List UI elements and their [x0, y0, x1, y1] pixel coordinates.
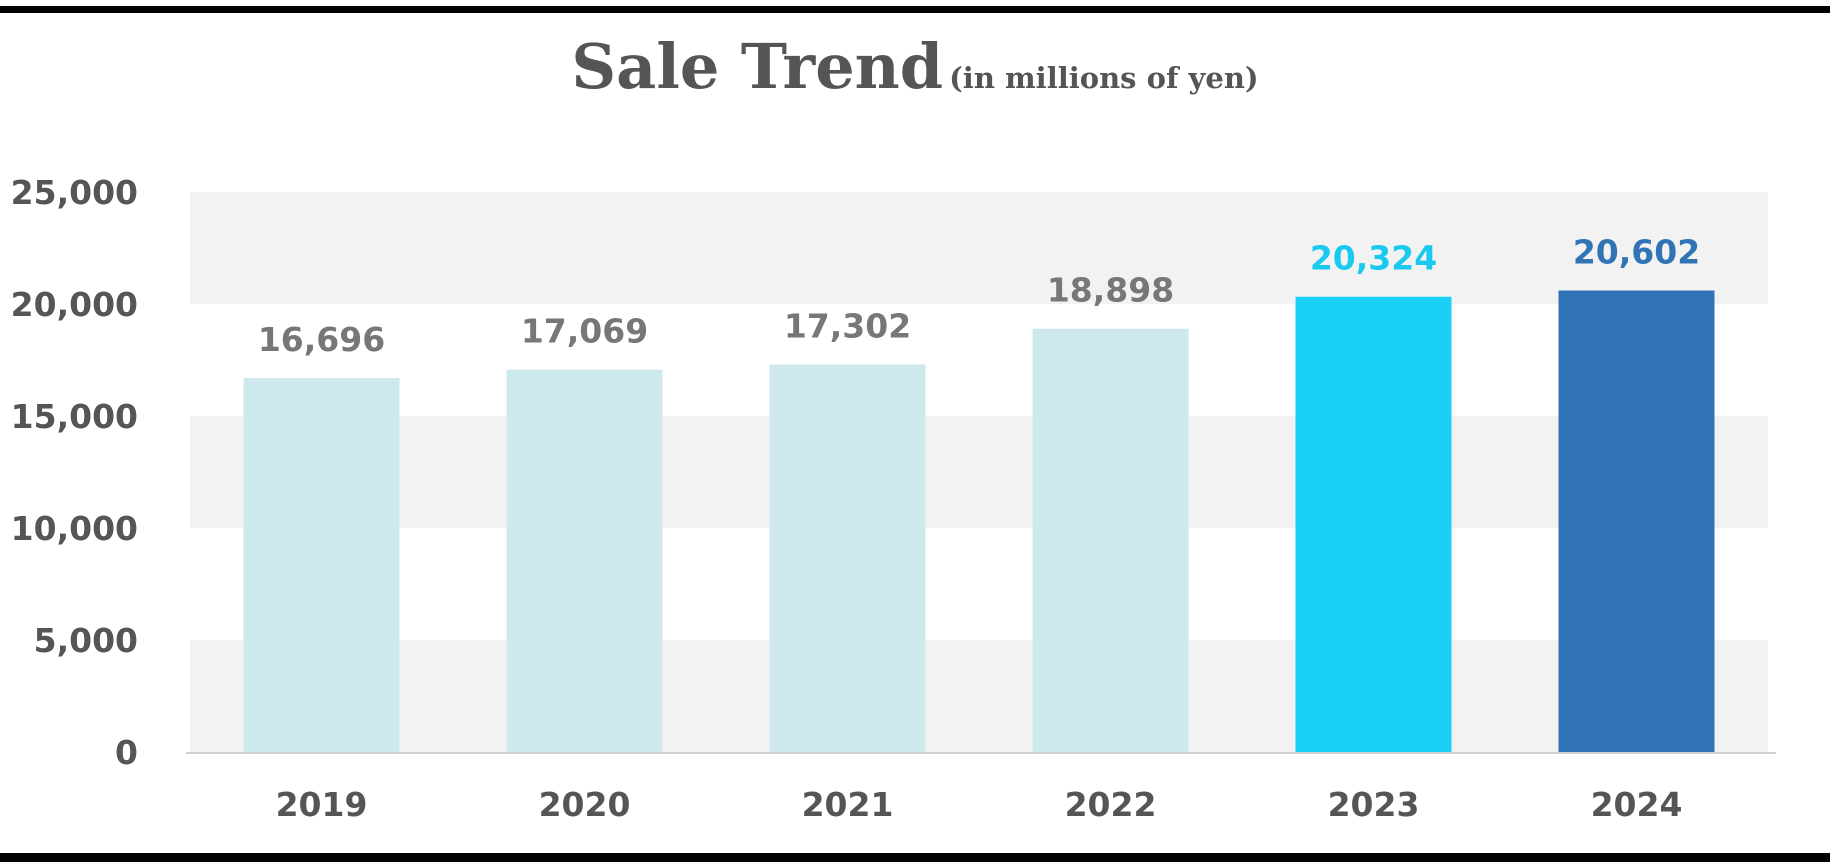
top-border-rule [0, 6, 1830, 13]
x-tick-label-2024: 2024 [1591, 785, 1683, 824]
y-tick-label: 15,000 [11, 397, 138, 436]
chart-title-main: Sale Trend [571, 30, 944, 103]
y-tick-label: 10,000 [11, 509, 138, 548]
bar-2021 [769, 364, 926, 752]
bars-group [243, 290, 1715, 752]
bar-2019 [243, 378, 400, 752]
bar-2023 [1295, 296, 1452, 752]
data-label-2023: 20,324 [1310, 239, 1437, 278]
x-axis-categories: 2019 2020 2021 2022 2023 2024 [276, 785, 1683, 824]
x-tick-label-2021: 2021 [802, 785, 894, 824]
x-tick-label-2019: 2019 [276, 785, 368, 824]
data-label-2022: 18,898 [1047, 271, 1174, 310]
y-tick-label: 20,000 [11, 285, 138, 324]
x-tick-label-2023: 2023 [1328, 785, 1420, 824]
y-axis-ticks: 0 5,000 10,000 15,000 20,000 25,000 [11, 173, 138, 772]
data-label-2021: 17,302 [784, 306, 911, 345]
y-tick-label: 25,000 [11, 173, 138, 212]
y-tick-label: 0 [115, 733, 138, 772]
bar-2024 [1558, 290, 1715, 752]
chart-title-unit: (in millions of yen) [949, 61, 1259, 95]
bar-2020 [506, 369, 663, 752]
bar-2022 [1032, 328, 1189, 752]
grid-band [190, 192, 1768, 304]
grid-bands [190, 192, 1768, 752]
grid-band [190, 416, 1768, 528]
data-label-2024: 20,602 [1573, 233, 1700, 272]
x-tick-label-2020: 2020 [539, 785, 631, 824]
x-tick-label-2022: 2022 [1065, 785, 1157, 824]
data-labels: 16,696 17,069 17,302 18,898 20,324 20,602 [258, 233, 1700, 359]
data-label-2020: 17,069 [521, 312, 648, 351]
y-tick-label: 5,000 [34, 621, 138, 660]
bottom-border-rule [0, 853, 1830, 862]
chart-title: Sale Trend (in millions of yen) [0, 30, 1830, 103]
grid-band [190, 640, 1768, 752]
data-label-2019: 16,696 [258, 320, 385, 359]
